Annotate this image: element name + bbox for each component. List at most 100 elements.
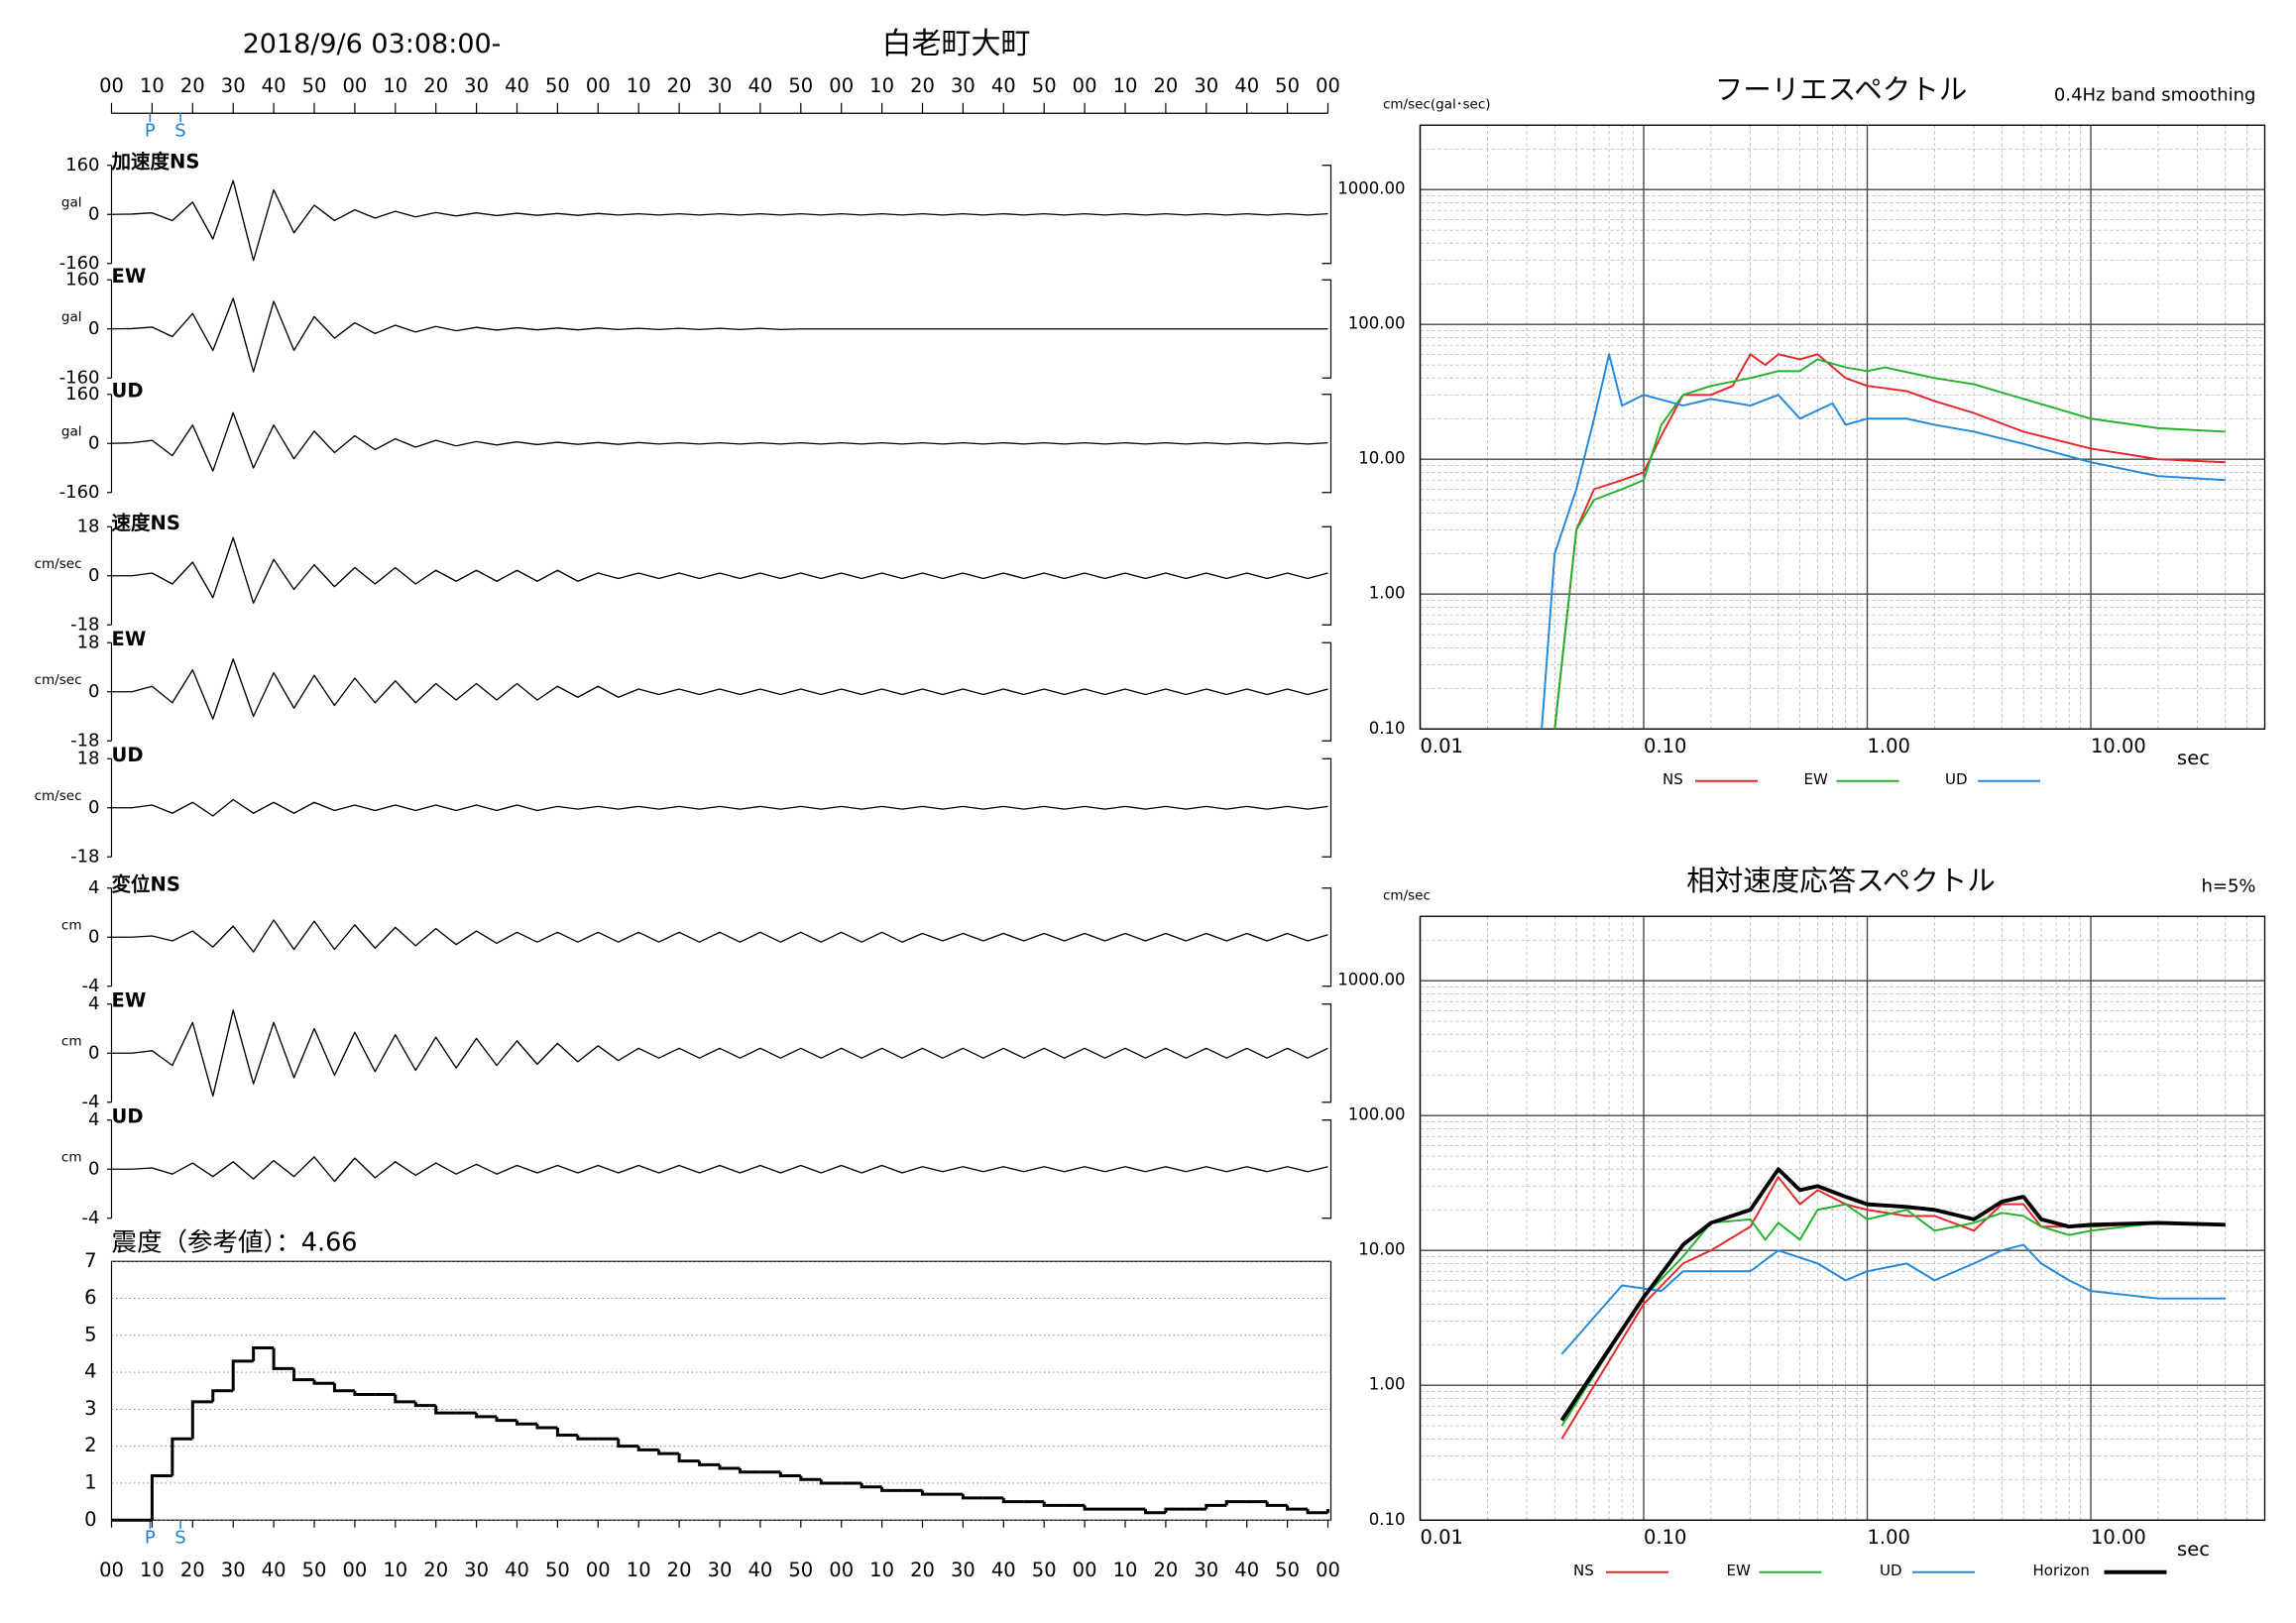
intensity-step <box>292 1368 314 1382</box>
y-tick-label: 1000.00 <box>1337 971 1405 989</box>
x-tick-label: 10 <box>627 1559 651 1581</box>
x-tick-label: 50 <box>302 74 327 97</box>
x-tick-label: 00 <box>829 1559 854 1581</box>
x-tick-label: 20 <box>667 1559 692 1581</box>
x-tick-label: 20 <box>910 1559 935 1581</box>
x-tick-label: 30 <box>951 74 976 97</box>
intensity-step <box>1205 1503 1227 1510</box>
x-tick-label: 0.01 <box>1421 1526 1463 1549</box>
intensity-step <box>252 1345 275 1361</box>
chart-subtitle: 0.4Hz band smoothing <box>2054 84 2256 105</box>
x-tick-label: 10 <box>140 74 165 97</box>
intensity-step <box>880 1486 903 1492</box>
panel-bracket <box>1321 165 1332 265</box>
y-tick-label: 0 <box>88 318 99 339</box>
intensity-step <box>677 1453 700 1463</box>
y-tick-label: 18 <box>77 516 100 536</box>
intensity-step <box>353 1390 376 1396</box>
y-axis-label: cm/sec <box>1383 887 1431 903</box>
intensity-step <box>1286 1505 1309 1511</box>
x-tick-label: 10 <box>1113 74 1138 97</box>
y-tick-label: 7 <box>84 1249 96 1272</box>
panel-label: EW <box>112 265 147 288</box>
x-tick-label: 30 <box>951 1559 976 1581</box>
x-tick-label: 40 <box>747 74 772 97</box>
intensity-step <box>617 1439 639 1449</box>
y-tick-label: 0.10 <box>1369 1510 1406 1529</box>
panel-bracket <box>1321 641 1332 742</box>
y-tick-label: -4 <box>82 1092 100 1112</box>
waveform <box>111 411 1328 472</box>
x-tick-label: 40 <box>262 74 287 97</box>
x-tick-label: 00 <box>99 74 124 97</box>
panel-label: UD <box>112 1104 144 1127</box>
waveform <box>111 798 1328 817</box>
x-tick-label: 40 <box>262 1559 287 1581</box>
x-tick-label: 50 <box>1032 1559 1057 1581</box>
unit-label: cm/sec <box>35 672 82 688</box>
y-tick-label: 0.10 <box>1369 719 1406 738</box>
intensity-step <box>1224 1500 1247 1506</box>
spectrum-line <box>1553 358 2226 730</box>
unit-label: cm <box>61 1033 82 1049</box>
panel-bracket <box>1321 1003 1332 1103</box>
intensity-step <box>738 1468 760 1474</box>
panel-label: UD <box>112 744 144 766</box>
legend-label: NS <box>1663 770 1683 788</box>
phase-label: P <box>145 120 156 141</box>
y-tick-label: 3 <box>84 1397 96 1420</box>
intensity-step <box>211 1389 234 1402</box>
y-tick-label: 0 <box>88 681 99 702</box>
y-tick-label: 0 <box>88 797 99 818</box>
panel-bracket <box>1321 757 1332 858</box>
x-tick-label: 30 <box>221 1559 246 1581</box>
x-tick-label: 40 <box>991 1559 1016 1581</box>
x-tick-label: 1.00 <box>1868 1526 1910 1549</box>
y-tick-label: 0 <box>88 203 99 224</box>
unit-label: gal <box>61 309 82 325</box>
x-tick-label: 10 <box>383 1559 407 1581</box>
panel-bracket <box>1321 1119 1332 1219</box>
y-tick-label: 4 <box>88 1109 99 1130</box>
x-tick-label: 20 <box>910 74 935 97</box>
panel-label: 変位NS <box>112 872 180 895</box>
intensity-step <box>272 1347 294 1370</box>
waveform <box>111 919 1328 953</box>
x-tick-label: 50 <box>545 1559 570 1581</box>
unit-label: gal <box>61 194 82 210</box>
x-tick-label: 10 <box>869 74 894 97</box>
unit-label: cm <box>61 917 82 933</box>
intensity-step <box>312 1379 335 1385</box>
y-tick-label: 160 <box>65 155 99 175</box>
x-tick-label: 30 <box>464 1559 489 1581</box>
x-tick-label: 0.10 <box>1644 1526 1686 1549</box>
x-tick-label: 20 <box>667 74 692 97</box>
legend-label: EW <box>1727 1562 1751 1579</box>
x-tick-label: 40 <box>505 1559 529 1581</box>
x-tick-label: 30 <box>1194 74 1218 97</box>
phase-label: S <box>174 1527 185 1548</box>
x-tick-label: 00 <box>829 74 854 97</box>
x-tick-label: 10 <box>383 74 407 97</box>
x-tick-label: 30 <box>221 74 246 97</box>
waveform <box>111 297 1328 373</box>
x-tick-label: 00 <box>586 1559 611 1581</box>
x-tick-label: 40 <box>991 74 1016 97</box>
x-tick-label: 30 <box>708 74 733 97</box>
intensity-step <box>516 1420 537 1426</box>
legend-label: NS <box>1573 1562 1594 1579</box>
x-tick-label: 10.00 <box>2091 1526 2146 1549</box>
x-tick-label: 00 <box>342 1559 367 1581</box>
intensity-step <box>1265 1501 1288 1507</box>
x-tick-label: 0.01 <box>1421 735 1463 757</box>
spectrum-line <box>1559 1167 2226 1422</box>
legend-label: UD <box>1880 1562 1902 1579</box>
y-tick-label: -18 <box>70 846 99 867</box>
panel-bracket <box>1321 525 1332 626</box>
legend-label: Horizon <box>2033 1562 2090 1579</box>
x-tick-label: 50 <box>1032 74 1057 97</box>
y-tick-label: 4 <box>88 877 99 898</box>
intensity-step <box>920 1490 943 1496</box>
panel-bracket <box>1321 887 1332 987</box>
